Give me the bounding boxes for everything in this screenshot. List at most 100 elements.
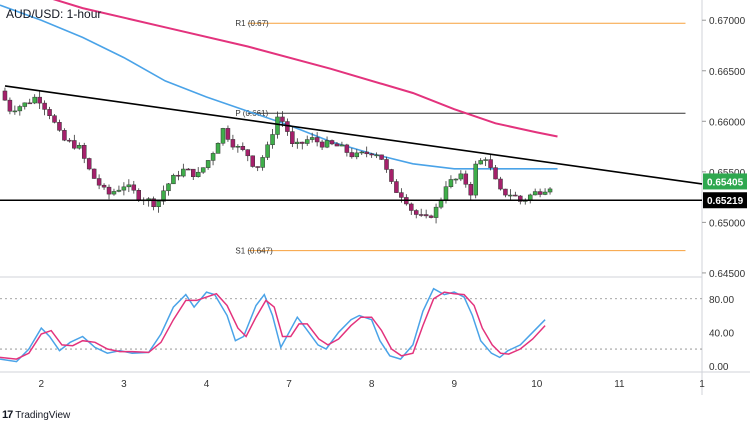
candle-body	[57, 122, 62, 131]
stochastic-d-line	[0, 291, 546, 360]
candle-body	[547, 188, 553, 193]
candle-body	[191, 168, 196, 177]
candle-body	[453, 178, 459, 181]
brand-label: TradingView	[15, 409, 71, 421]
candle-body	[32, 96, 37, 104]
candle-body	[156, 200, 161, 208]
candle-body	[235, 146, 241, 148]
candle-body	[126, 184, 132, 188]
date-tick-label: 4	[204, 379, 210, 390]
candle-body	[537, 191, 543, 195]
candle-body	[527, 194, 533, 201]
candle-body	[7, 99, 13, 112]
candle-body	[518, 195, 523, 202]
candle-body	[22, 102, 28, 107]
candle-body	[96, 178, 102, 186]
oscillator-tick-label: 80.00	[709, 295, 734, 306]
candle-body	[468, 184, 474, 196]
price-label-box	[703, 173, 747, 190]
candle-body	[111, 191, 117, 195]
price-tick-label: 0.66500	[709, 67, 746, 78]
footer-brand: 17 TradingView	[2, 409, 70, 421]
candle-body	[52, 115, 57, 123]
candle-body	[319, 141, 325, 148]
candle-body	[364, 151, 369, 155]
candle-body	[542, 191, 548, 195]
candle-body	[205, 160, 211, 168]
candle-body	[77, 145, 82, 149]
candle-body	[478, 160, 483, 165]
date-tick-label: 2	[39, 379, 45, 390]
chart-title: AUD/USD: 1-hour	[6, 7, 102, 21]
candle-body	[413, 210, 419, 215]
date-tick-label: 10	[531, 379, 543, 390]
candle-body	[176, 174, 181, 177]
price-tick-label: 0.65000	[709, 218, 746, 229]
pivot-level-label: S1 (0.647)	[235, 247, 273, 256]
candle-body	[186, 168, 191, 171]
pivot-level-label: R1 (0.67)	[235, 19, 269, 28]
candle-body	[488, 159, 493, 168]
candle-body	[215, 142, 221, 154]
candle-body	[374, 154, 379, 157]
candle-body	[91, 168, 97, 179]
candle-body	[181, 168, 186, 177]
price-label-text: 0.65405	[707, 177, 744, 188]
pivot-levels: R1 (0.67) P (0.661) S1 (0.647)	[235, 19, 686, 256]
candle-body	[17, 106, 23, 112]
date-tick-label: 9	[451, 379, 457, 390]
price-tick-label: 0.65500	[709, 168, 746, 179]
oscillator-tick-label: 0.00	[709, 362, 729, 373]
candle-body	[116, 189, 122, 192]
candle-body	[433, 206, 439, 218]
candle-body	[2, 90, 8, 101]
candle-body	[314, 137, 320, 143]
candle-body	[389, 169, 394, 182]
candle-body	[394, 181, 399, 193]
candle-body	[106, 186, 112, 195]
ma-slow-line	[52, 0, 558, 138]
oscillator-tick-label: 40.00	[709, 328, 734, 339]
candle-body	[379, 154, 384, 160]
candle-body	[503, 188, 508, 196]
candle-body	[508, 194, 513, 197]
descending-trendline	[4, 85, 703, 185]
candle-body	[399, 192, 404, 198]
moving-averages	[0, 0, 558, 170]
date-tick-label: 11	[614, 379, 625, 390]
date-tick-label: 8	[369, 379, 375, 390]
tradingview-logo-icon: 17	[2, 409, 13, 421]
date-tick-label: 7	[286, 379, 292, 390]
candle-body	[463, 173, 469, 185]
candle-body	[171, 174, 176, 185]
candle-body	[166, 183, 171, 192]
candle-body	[131, 184, 137, 191]
candle-body	[409, 203, 414, 211]
candle-body	[81, 145, 87, 159]
ma-fast-line	[0, 4, 558, 170]
price-label-text: 0.65219	[707, 196, 744, 207]
date-axis: 2 3 4 7 8 9 10 11 1	[39, 379, 706, 390]
candle-body	[349, 152, 355, 158]
candle-body	[448, 179, 454, 187]
candle-body	[27, 102, 32, 105]
candle-body	[275, 116, 280, 135]
candle-body	[240, 146, 246, 150]
stochastic-oscillator: 80.00 40.00 0.00	[0, 287, 734, 373]
candle-body	[220, 128, 226, 144]
candle-body	[280, 116, 285, 122]
candle-body	[200, 167, 206, 173]
candle-body	[418, 214, 424, 216]
candle-body	[290, 131, 295, 144]
candle-body	[245, 149, 251, 157]
candle-body	[329, 140, 335, 145]
price-tick-label: 0.66000	[709, 117, 746, 128]
candle-body	[161, 190, 166, 202]
candle-body	[260, 157, 265, 168]
candle-body	[62, 130, 67, 141]
candle-body	[265, 144, 270, 158]
candle-body	[359, 151, 364, 154]
candle-body	[101, 184, 107, 188]
candle-body	[473, 163, 478, 196]
candle-body	[151, 198, 156, 208]
